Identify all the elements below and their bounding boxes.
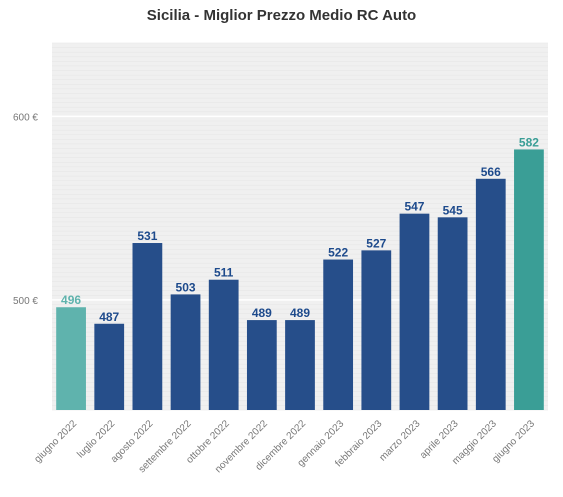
bar	[361, 250, 392, 410]
bar-value-label: 545	[443, 203, 463, 217]
bar	[208, 279, 239, 410]
y-tick-label: 500 €	[13, 296, 38, 307]
x-tick-label: giugno 2022	[32, 418, 79, 465]
bar	[246, 320, 277, 410]
y-tick-label: 600 €	[13, 112, 38, 123]
bar	[132, 243, 163, 410]
bar	[56, 307, 86, 410]
bar-value-label: 496	[61, 293, 81, 307]
bar-value-label: 489	[290, 306, 310, 320]
bar	[170, 294, 201, 410]
bar	[94, 323, 125, 410]
bar-value-label: 487	[99, 310, 119, 324]
bar-value-label: 489	[252, 306, 272, 320]
bar-value-label: 566	[481, 165, 501, 179]
bar	[399, 213, 430, 410]
bar	[437, 217, 468, 410]
bar-value-label: 511	[214, 266, 234, 280]
bar-value-label: 522	[328, 246, 348, 260]
bar-value-label: 503	[176, 280, 196, 294]
bar-value-label: 582	[519, 135, 539, 149]
bar	[514, 149, 544, 410]
bar	[323, 259, 354, 410]
bar-value-label: 527	[366, 236, 386, 250]
bar	[475, 178, 506, 410]
bar	[285, 320, 315, 410]
bar-value-label: 547	[404, 200, 424, 214]
bar-value-label: 531	[137, 229, 157, 243]
x-tick-label: marzo 2023	[377, 418, 422, 463]
chart-title: Sicilia - Miglior Prezzo Medio RC Auto	[146, 7, 417, 24]
